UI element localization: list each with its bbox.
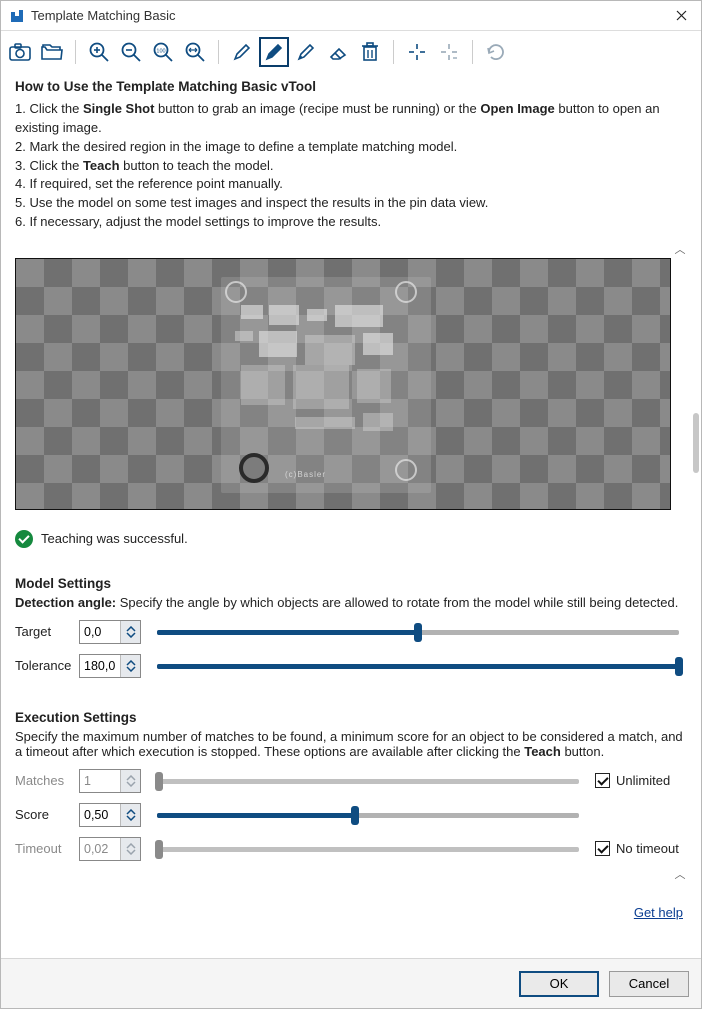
close-button[interactable]: [669, 4, 693, 28]
pencil-button[interactable]: [227, 37, 257, 67]
target-row: Target: [15, 620, 687, 644]
score-slider[interactable]: [157, 804, 579, 826]
board-label: (c)Basler: [285, 470, 326, 479]
score-row: Score: [15, 803, 687, 827]
get-help-link[interactable]: Get help: [634, 905, 683, 920]
trash-button[interactable]: [355, 37, 385, 67]
spinner-buttons: [120, 838, 140, 860]
spinner-buttons[interactable]: [120, 621, 140, 643]
unlimited-checkbox[interactable]: [595, 773, 610, 788]
timeout-row: Timeout No timeout: [15, 837, 687, 861]
single-shot-button[interactable]: [5, 37, 35, 67]
spinner-buttons[interactable]: [120, 804, 140, 826]
timeout-slider: [157, 838, 579, 860]
toolbar-separator: [218, 40, 219, 64]
no-timeout-label: No timeout: [616, 841, 679, 856]
success-icon: [15, 530, 33, 548]
score-input[interactable]: [80, 804, 120, 826]
collapse-chevron-icon[interactable]: ︿: [673, 242, 687, 256]
tolerance-slider[interactable]: [157, 655, 679, 677]
template-overlay: (c)Basler: [221, 277, 431, 493]
timeout-spinner: [79, 837, 141, 861]
toolbar-separator: [472, 40, 473, 64]
toolbar-separator: [75, 40, 76, 64]
target-slider[interactable]: [157, 621, 679, 643]
matches-input: [80, 770, 120, 792]
matches-label: Matches: [15, 773, 71, 788]
titlebar: Template Matching Basic: [1, 1, 701, 31]
execution-settings-title: Execution Settings: [15, 710, 687, 725]
toolbar-separator: [393, 40, 394, 64]
model-settings-desc: Detection angle: Specify the angle by wh…: [15, 595, 687, 610]
score-spinner[interactable]: [79, 803, 141, 827]
tolerance-input[interactable]: [80, 655, 120, 677]
toolbar: 100: [1, 31, 701, 73]
crosshair-button[interactable]: [402, 37, 432, 67]
app-icon: [9, 8, 25, 24]
target-spinner[interactable]: [79, 620, 141, 644]
zoom-out-button[interactable]: [116, 37, 146, 67]
crosshair-sub-button[interactable]: [434, 37, 464, 67]
status-row: Teaching was successful.: [15, 510, 687, 560]
matches-slider: [157, 770, 579, 792]
eraser-button[interactable]: [323, 37, 353, 67]
cancel-button[interactable]: Cancel: [609, 971, 689, 997]
timeout-label: Timeout: [15, 841, 71, 856]
instructions-list: 1. Click the Single Shot button to grab …: [15, 100, 687, 232]
unlimited-label: Unlimited: [616, 773, 670, 788]
refresh-button[interactable]: [481, 37, 511, 67]
spinner-buttons[interactable]: [120, 655, 140, 677]
spinner-buttons: [120, 770, 140, 792]
image-preview[interactable]: (c)Basler: [15, 258, 671, 510]
timeout-input: [80, 838, 120, 860]
zoom-fit-button[interactable]: [180, 37, 210, 67]
tolerance-spinner[interactable]: [79, 654, 141, 678]
no-timeout-checkbox[interactable]: [595, 841, 610, 856]
content-area: How to Use the Template Matching Basic v…: [1, 73, 701, 958]
dialog-window: Template Matching Basic 100: [0, 0, 702, 1009]
collapse-chevron-icon[interactable]: ︿: [673, 867, 687, 881]
svg-text:100: 100: [156, 49, 165, 55]
model-settings-title: Model Settings: [15, 576, 687, 591]
matches-row: Matches Unlimited: [15, 769, 687, 793]
score-label: Score: [15, 807, 71, 822]
target-label: Target: [15, 624, 71, 639]
matches-spinner: [79, 769, 141, 793]
draw-rect-button[interactable]: [259, 37, 289, 67]
zoom-in-button[interactable]: [84, 37, 114, 67]
dialog-footer: OK Cancel: [1, 958, 701, 1008]
zoom-100-button[interactable]: 100: [148, 37, 178, 67]
window-title: Template Matching Basic: [31, 8, 669, 23]
edit-pencil-button[interactable]: [291, 37, 321, 67]
status-text: Teaching was successful.: [41, 531, 188, 546]
scrollbar-thumb[interactable]: [693, 413, 699, 473]
execution-settings-desc: Specify the maximum number of matches to…: [15, 729, 687, 759]
ok-button[interactable]: OK: [519, 971, 599, 997]
instructions-title: How to Use the Template Matching Basic v…: [15, 79, 687, 94]
tolerance-row: Tolerance: [15, 654, 687, 678]
target-input[interactable]: [80, 621, 120, 643]
tolerance-label: Tolerance: [15, 658, 71, 673]
open-image-button[interactable]: [37, 37, 67, 67]
